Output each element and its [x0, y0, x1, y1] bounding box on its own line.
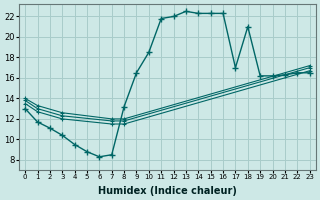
X-axis label: Humidex (Indice chaleur): Humidex (Indice chaleur): [98, 186, 237, 196]
